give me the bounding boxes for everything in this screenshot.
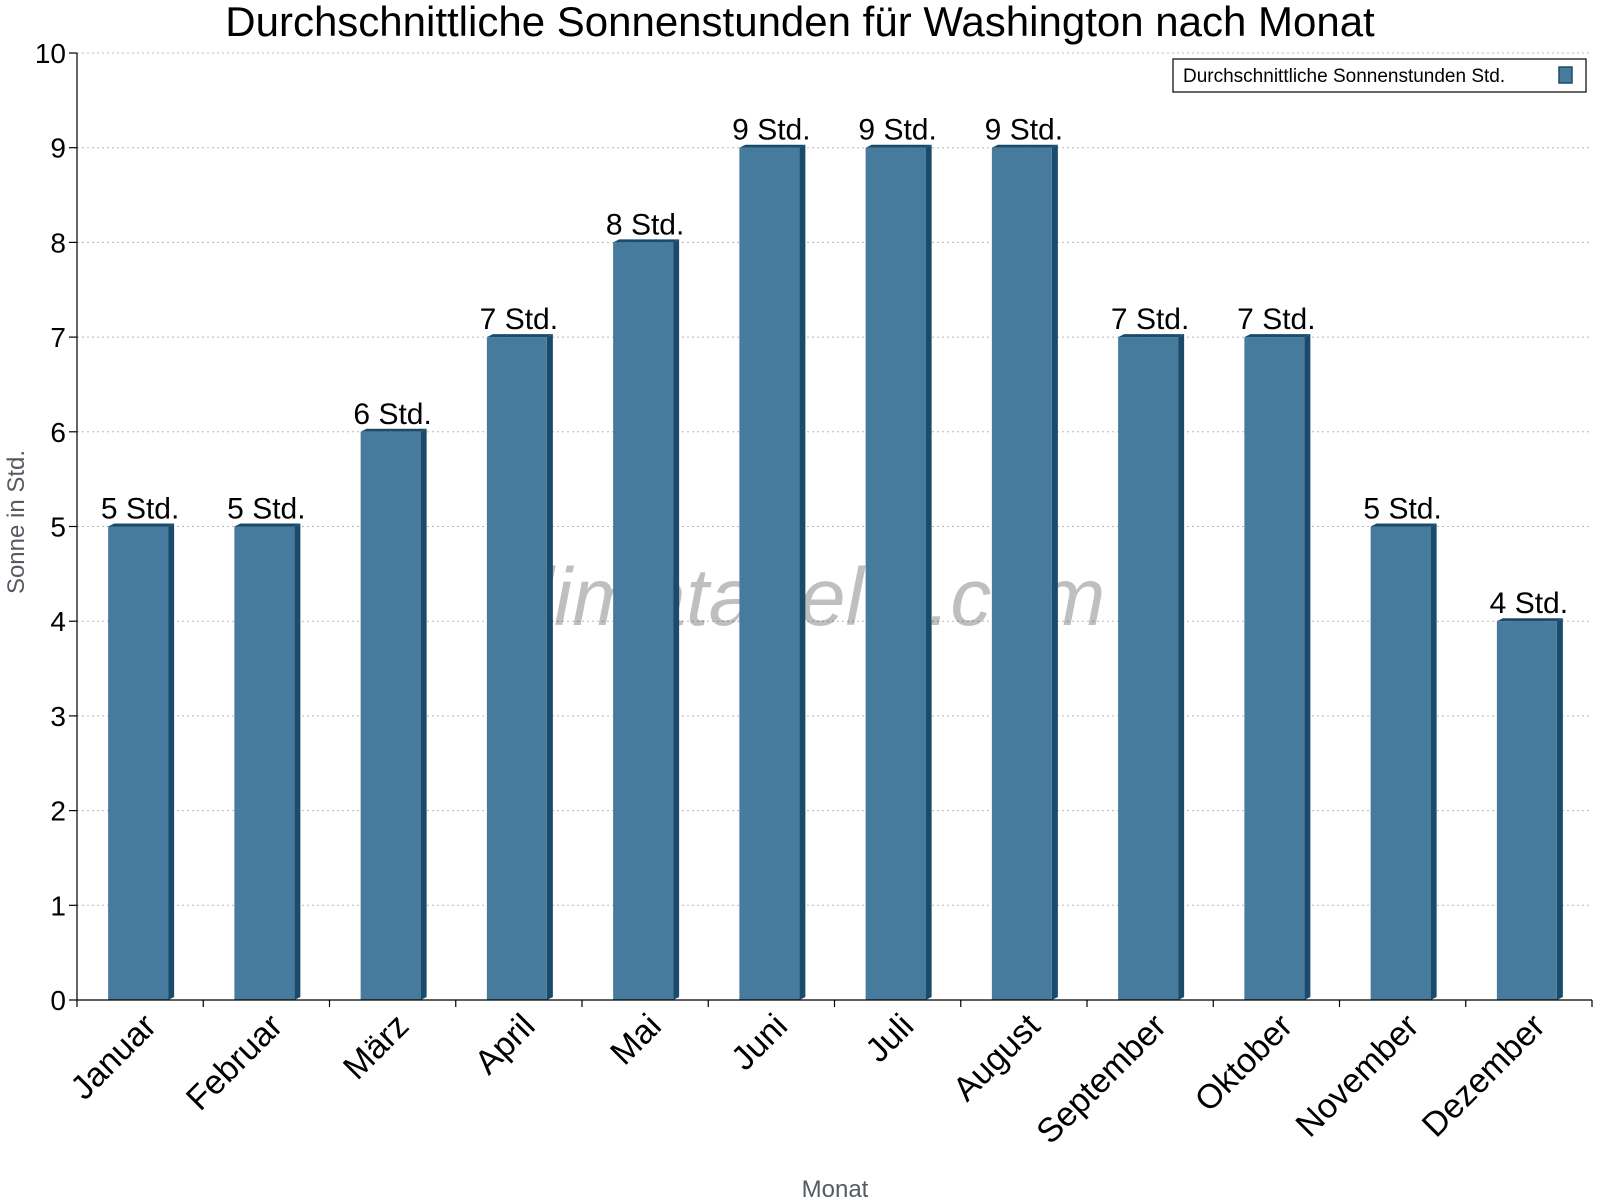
bar-front (865, 147, 926, 1000)
y-tick-label: 5 (50, 512, 66, 543)
legend-box (1172, 58, 1587, 93)
bar-top (865, 144, 932, 148)
data-label: 5 Std. (227, 493, 305, 526)
data-label: 9 Std. (858, 114, 936, 147)
x-tick-labels: Januar Februar März April Mai Juni Juli AugustS… (63, 1006, 1552, 1151)
y-tick-label: 6 (50, 417, 66, 448)
bar-juni (739, 144, 806, 1000)
bar-front (108, 526, 169, 1000)
x-tick-label: Juni (724, 1007, 795, 1078)
bar-top (991, 144, 1058, 148)
bar-front (1370, 526, 1431, 1000)
y-axis-label: Sonne in Std. (3, 450, 30, 594)
bar-top (486, 334, 553, 338)
bar-side (168, 523, 175, 1000)
data-label: 9 Std. (732, 114, 810, 147)
data-label: 9 Std. (985, 114, 1063, 147)
x-tick-label: Februar (179, 1007, 290, 1118)
bar-front (1118, 337, 1179, 1001)
y-tick-label: 7 (50, 322, 66, 353)
bar-top (234, 523, 301, 527)
bar-top (360, 428, 427, 432)
bar-top (1118, 334, 1185, 338)
x-tick-label: Mai (603, 1007, 669, 1073)
data-label: 7 Std. (1111, 303, 1189, 336)
bar-november (1370, 523, 1437, 1000)
y-tick-label: 0 (50, 985, 66, 1016)
bar-side (673, 239, 680, 1000)
x-tick-label: März (336, 1007, 416, 1087)
bars (108, 144, 1563, 1001)
y-tick-label: 1 (50, 890, 66, 921)
bar-top (1244, 334, 1311, 338)
bar-top (613, 239, 680, 243)
y-tick-label: 3 (50, 701, 66, 732)
bar-side (1430, 523, 1437, 1000)
legend: Durchschnittliche Sonnenstunden Std. (1172, 58, 1587, 93)
bar-märz (360, 428, 427, 1000)
data-label: 5 Std. (1363, 493, 1441, 526)
y-tick-label: 2 (50, 796, 66, 827)
bar-side (1556, 618, 1563, 1000)
y-tick-label: 4 (50, 606, 66, 637)
bar-top (108, 523, 175, 527)
bar-top (1496, 618, 1563, 622)
x-axis-label: Monat (802, 1176, 869, 1200)
bar-front (613, 242, 674, 1000)
axes (69, 52, 1593, 1007)
bar-juli (865, 144, 932, 1000)
bar-side (1178, 334, 1185, 1001)
bar-januar (108, 523, 175, 1000)
bar-top (1370, 523, 1437, 527)
x-tick-label: November (1289, 1007, 1427, 1145)
x-tick-label: Oktober (1188, 1007, 1300, 1119)
chart-title: Durchschnittliche Sonnenstunden für Wash… (225, 0, 1375, 45)
bar-side (925, 144, 932, 1000)
bar-front (1496, 621, 1557, 1000)
x-tick-label: September (1029, 1007, 1173, 1151)
bar-oktober (1244, 334, 1311, 1001)
bar-front (486, 337, 547, 1001)
bar-side (1051, 144, 1058, 1000)
bar-september (1118, 334, 1185, 1001)
data-labels: 5 Std. 5 Std. 6 Std. 7 Std. 8 Std. 9 Std. 9 St… (101, 114, 1568, 621)
x-tick-label: Januar (63, 1007, 163, 1107)
data-label: 5 Std. (101, 493, 179, 526)
bar-side (294, 523, 301, 1000)
bar-august (991, 144, 1058, 1000)
legend-swatch (1558, 66, 1573, 84)
data-label: 7 Std. (480, 303, 558, 336)
bar-april (486, 334, 553, 1001)
x-tick-label: August (946, 1006, 1048, 1108)
bar-side (1304, 334, 1311, 1001)
bar-front (1244, 337, 1305, 1001)
bar-front (234, 526, 295, 1000)
bar-side (420, 428, 427, 1000)
x-tick-label: April (468, 1007, 543, 1082)
bar-side (546, 334, 553, 1001)
bar-front (991, 147, 1052, 1000)
y-tick-label: 8 (50, 227, 66, 258)
bar-februar (234, 523, 301, 1000)
bar-front (360, 431, 421, 1000)
grid-lines (77, 52, 1592, 906)
y-tick-label: 10 (35, 38, 66, 69)
legend-entry-label: Durchschnittliche Sonnenstunden Std. (1183, 66, 1505, 87)
x-tick-label: Dezember (1415, 1007, 1553, 1145)
bar-front (739, 147, 800, 1000)
bar-mai (613, 239, 680, 1000)
bar-dezember (1496, 618, 1563, 1000)
bar-side (799, 144, 806, 1000)
data-label: 4 Std. (1490, 587, 1568, 620)
y-tick-labels: 0 1 2 3 4 5 6 7 8 9 10 (35, 38, 66, 1016)
bar-top (739, 144, 806, 148)
data-label: 6 Std. (353, 398, 431, 431)
y-tick-label: 9 (50, 133, 66, 164)
data-label: 8 Std. (606, 208, 684, 241)
data-label: 7 Std. (1237, 303, 1315, 336)
x-tick-label: Juli (858, 1007, 921, 1070)
